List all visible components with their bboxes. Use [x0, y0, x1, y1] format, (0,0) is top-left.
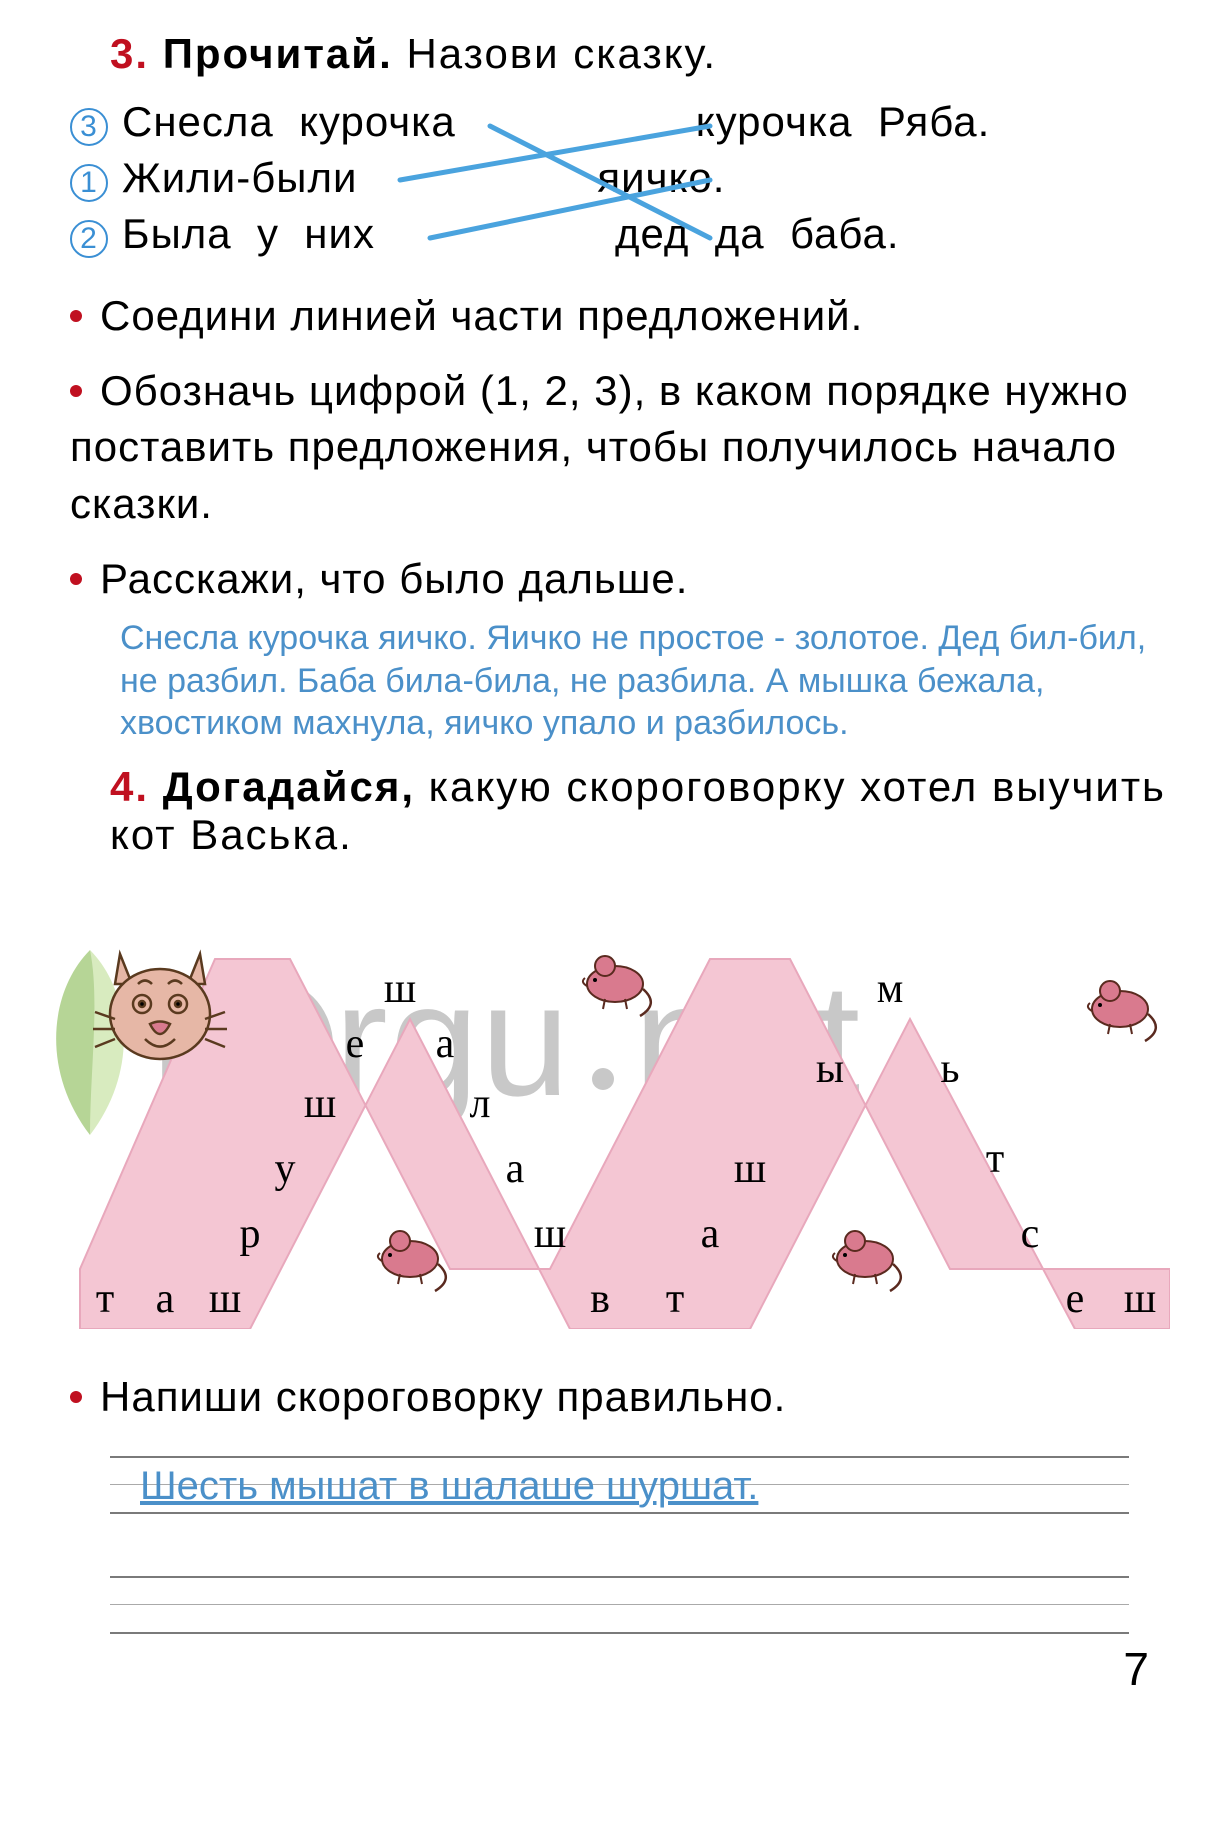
bullet-write-text: Напиши скороговорку правильно.: [100, 1373, 786, 1420]
task3-number: 3.: [110, 30, 149, 77]
sentence-right: курочка Ряба.: [696, 98, 991, 146]
sentence-row: 3 Снесла курочка курочка Ряба.: [70, 98, 1169, 146]
puzzle-letter: в: [590, 1275, 610, 1323]
mouse-icon: [1070, 969, 1165, 1044]
bullet-dot-icon: [70, 310, 82, 322]
mouse-icon: [565, 944, 660, 1019]
puzzle-letter: е: [346, 1020, 365, 1068]
puzzle-letter: т: [96, 1275, 114, 1323]
task4-title-bold: Догадайся,: [163, 763, 415, 810]
puzzle-letter: а: [436, 1020, 455, 1068]
task3-bullet: Соедини линией части предложений.: [70, 288, 1169, 345]
puzzle-letter: ш: [734, 1145, 766, 1193]
sentence-match-block: 3 Снесла курочка курочка Ряба. 1 Жили-были яи…: [70, 98, 1169, 258]
sentence-right: яичко.: [597, 154, 725, 202]
puzzle-letter: т: [666, 1275, 684, 1323]
order-number: 2: [70, 220, 108, 258]
mouse-icon: [815, 1219, 910, 1294]
puzzle-letter: у: [275, 1145, 296, 1193]
puzzle-letter: л: [470, 1080, 491, 1128]
puzzle-letter: е: [1066, 1275, 1085, 1323]
sentence-left: Снесла курочка: [122, 98, 456, 146]
puzzle-letter: р: [240, 1210, 261, 1258]
written-answer: Шесть мышат в шалаше шуршат.: [140, 1464, 758, 1509]
task4-heading: 4. Догадайся, какую скороговорку хотел в…: [70, 763, 1169, 859]
sentence-row: 2 Была у них дед да баба.: [70, 210, 1169, 258]
puzzle-letter: ш: [209, 1275, 241, 1323]
zigzag-puzzle: ташрушешалашвташымьтсеш: [70, 889, 1170, 1329]
puzzle-letter: а: [156, 1275, 175, 1323]
puzzle-letter: ш: [1124, 1275, 1156, 1323]
task4-number: 4.: [110, 763, 149, 810]
puzzle-letter: ь: [940, 1045, 959, 1093]
sentence-left: Была у них: [122, 210, 375, 258]
bullet-dot-icon: [70, 1391, 82, 1403]
order-number: 1: [70, 164, 108, 202]
task4-bullet-write: Напиши скороговорку правильно.: [70, 1369, 1169, 1426]
sentence-row: 1 Жили-были яичко.: [70, 154, 1169, 202]
task3-answer: Снесла курочка яичко. Яичко не простое -…: [120, 617, 1169, 745]
writing-line-1: Шесть мышат в шалаше шуршат.: [110, 1456, 1129, 1536]
writing-lines: Шесть мышат в шалаше шуршат.: [110, 1456, 1129, 1656]
task3-title-bold: Прочитай.: [163, 30, 393, 77]
puzzle-letter: а: [506, 1145, 525, 1193]
task3-bullet: Обозначь цифрой (1, 2, 3), в каком поряд…: [70, 363, 1169, 533]
puzzle-letter: ш: [304, 1080, 336, 1128]
task3-bullet: Расскажи, что было дальше.: [70, 551, 1169, 608]
writing-line-2: [110, 1576, 1129, 1656]
bullet-dot-icon: [70, 385, 82, 397]
bullet-dot-icon: [70, 573, 82, 585]
puzzle-letter: ы: [816, 1045, 844, 1093]
sentence-right: дед да баба.: [615, 210, 900, 258]
puzzle-letter: ш: [534, 1210, 566, 1258]
puzzle-letter: м: [877, 965, 904, 1013]
puzzle-letter: а: [701, 1210, 720, 1258]
puzzle-letter: т: [986, 1135, 1004, 1183]
puzzle-letter: с: [1021, 1210, 1040, 1258]
order-number: 3: [70, 108, 108, 146]
cat-icon: [90, 929, 230, 1079]
task3-title-rest: Назови сказку.: [393, 30, 717, 77]
mouse-icon: [360, 1219, 455, 1294]
sentence-left: Жили-были: [122, 154, 357, 202]
puzzle-letter: ш: [384, 965, 416, 1013]
task3-heading: 3. Прочитай. Назови сказку.: [70, 30, 1169, 78]
